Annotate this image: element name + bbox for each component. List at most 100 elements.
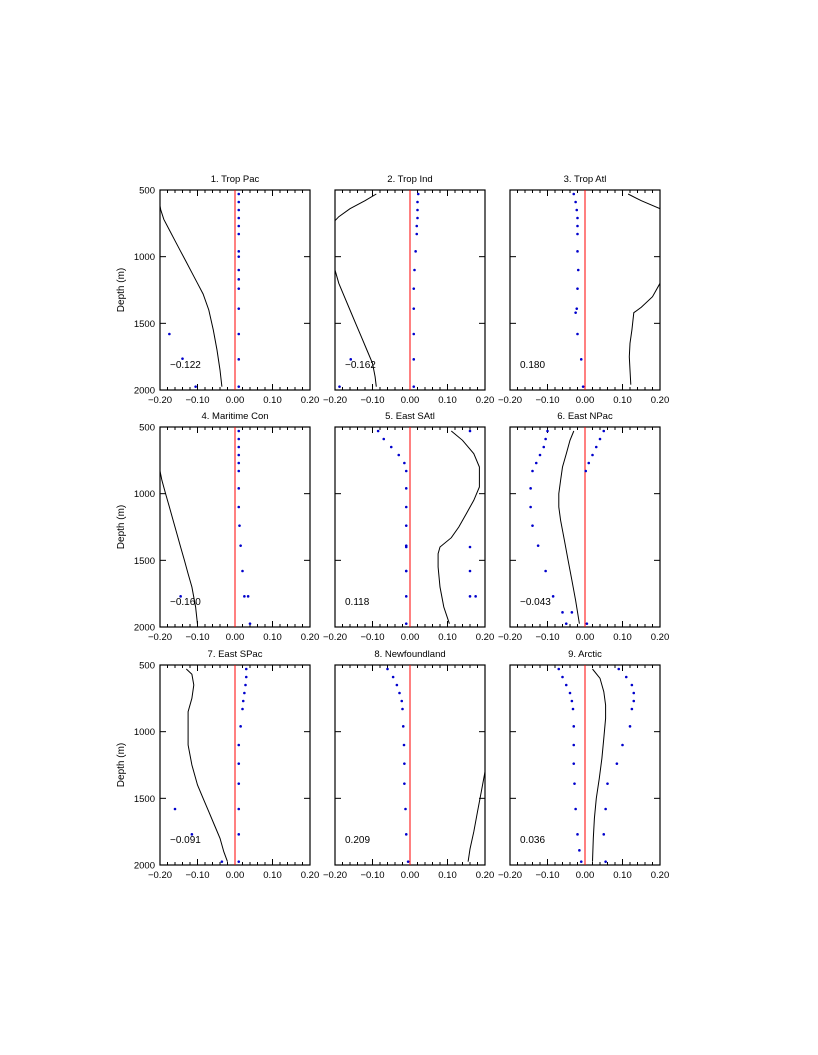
panel-title: 6. East NPac [557, 411, 613, 422]
x-tick-label: 0.10 [438, 632, 457, 643]
profile-dot [237, 782, 241, 785]
y-tick-label: 2000 [134, 861, 155, 872]
profile-dot [237, 358, 241, 361]
profile-dot [416, 216, 419, 220]
profile-dot [244, 683, 247, 687]
profile-dot [570, 699, 574, 703]
x-tick-label: 0.10 [263, 395, 282, 406]
x-tick-label: 0.20 [651, 395, 670, 406]
panel-1: 1. Trop Pac −0.20 −0.10 0.00 0.10 0.20 500 1000… [116, 174, 319, 406]
profile-dot [404, 807, 407, 811]
profile-dot [248, 622, 252, 625]
y-axis-label: Depth (m) [116, 268, 127, 312]
profile-dot [468, 545, 472, 549]
y-tick-label: 1000 [134, 489, 155, 500]
profile-dot [237, 469, 241, 473]
x-tick-label: −0.20 [323, 632, 347, 643]
profile-dot [574, 311, 577, 314]
profile-dot [581, 385, 585, 388]
profile-dot [237, 278, 241, 281]
x-tick-label: −0.20 [498, 395, 522, 406]
profile-dot [237, 307, 241, 310]
profile-dot [579, 860, 583, 863]
profile-dot [531, 469, 534, 473]
profile-dot [237, 461, 241, 465]
panel-title: 7. East SPac [208, 649, 263, 660]
correlation-label: 0.036 [520, 835, 545, 846]
profile-dot [237, 860, 241, 863]
x-tick-label: 0.00 [576, 870, 595, 881]
profile-dot [542, 445, 546, 449]
profile-dot [404, 505, 408, 509]
profile-dot [243, 691, 246, 695]
profile-dot [632, 691, 636, 695]
profile-dot [237, 287, 241, 290]
y-tick-label: 1000 [134, 252, 155, 263]
profile-dot [531, 524, 534, 527]
profile-dot [561, 675, 564, 679]
profile-dot [246, 595, 250, 598]
profile-dot [538, 453, 542, 457]
x-tick-label: 0.10 [613, 870, 632, 881]
profile-dot [403, 782, 406, 785]
profile-dot [237, 445, 241, 449]
x-tick-label: 0.10 [263, 870, 282, 881]
profile-dot [412, 307, 416, 310]
profile-dot [173, 807, 177, 811]
profile-dot [575, 307, 579, 310]
profile-dot [404, 545, 408, 549]
y-axis-label: Depth (m) [116, 505, 127, 549]
x-tick-label: −0.10 [535, 870, 559, 881]
profile-dot [416, 192, 420, 196]
profile-dot [602, 833, 606, 836]
x-tick-label: 0.00 [401, 870, 420, 881]
profile-dot [604, 860, 607, 863]
profile-dot [237, 743, 241, 747]
x-tick-label: 0.20 [651, 632, 670, 643]
profile-dot [561, 611, 564, 614]
x-tick-label: −0.10 [360, 870, 384, 881]
x-tick-label: −0.10 [185, 632, 209, 643]
profile-dot [376, 429, 380, 433]
profile-dot [416, 200, 419, 204]
correlation-label: −0.160 [170, 597, 201, 608]
profile-dot [468, 569, 472, 573]
profile-dot [402, 743, 406, 747]
profile-dot [239, 725, 242, 728]
profile-dot [585, 622, 589, 625]
y-tick-label: 1500 [134, 319, 155, 330]
x-tick-label: 0.20 [301, 632, 320, 643]
profile-dot [239, 544, 242, 547]
panel-8: 8. Newfoundland −0.20 −0.10 0.00 0.10 0.20 0.2… [323, 649, 494, 881]
profile-dot [237, 762, 241, 765]
y-tick-label: 500 [139, 186, 155, 197]
panel-data [386, 667, 485, 863]
profile-dot [564, 683, 568, 687]
profile-dot [237, 200, 241, 204]
x-tick-label: 0.00 [401, 632, 420, 643]
profile-dot [403, 461, 406, 465]
y-tick-label: 1000 [134, 727, 155, 738]
panel-data [173, 667, 248, 863]
profile-dot [237, 268, 241, 272]
x-tick-label: 0.00 [226, 632, 245, 643]
x-tick-label: −0.10 [360, 395, 384, 406]
profile-dot [404, 833, 408, 836]
profile-dot [591, 453, 594, 457]
profile-dot [615, 762, 619, 765]
profile-dot [237, 250, 241, 253]
profile-dot [584, 469, 588, 473]
profile-dot [220, 860, 224, 863]
profile-dot [557, 667, 561, 671]
profile-dot [395, 683, 399, 687]
correlation-label: −0.091 [170, 835, 201, 846]
x-tick-label: −0.20 [323, 870, 347, 881]
panel-data [529, 429, 606, 625]
panel-title: 2. Trop Ind [387, 174, 432, 185]
profile-dot [576, 216, 579, 220]
profile-dot [630, 683, 634, 687]
panel-data [376, 429, 480, 625]
profile-dot [576, 332, 579, 336]
panel-title: 5. East SAtl [385, 411, 435, 422]
